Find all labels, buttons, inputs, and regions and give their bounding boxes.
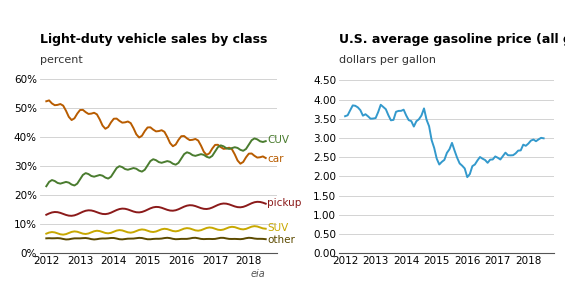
Text: percent: percent xyxy=(40,55,82,65)
Text: eia: eia xyxy=(251,269,266,279)
Text: U.S. average gasoline price (all grades): U.S. average gasoline price (all grades) xyxy=(339,33,565,46)
Text: SUV: SUV xyxy=(267,223,289,233)
Text: other: other xyxy=(267,235,295,245)
Text: pickup: pickup xyxy=(267,198,302,208)
Text: Light-duty vehicle sales by class: Light-duty vehicle sales by class xyxy=(40,33,267,46)
Text: car: car xyxy=(267,154,284,164)
Text: dollars per gallon: dollars per gallon xyxy=(339,55,436,65)
Text: CUV: CUV xyxy=(267,135,289,145)
